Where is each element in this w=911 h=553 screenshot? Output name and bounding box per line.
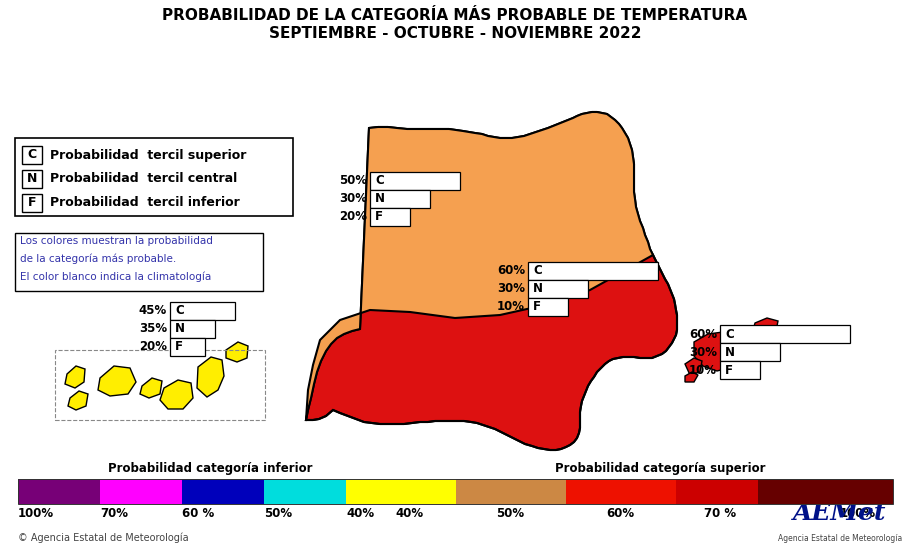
Text: © Agencia Estatal de Meteorología: © Agencia Estatal de Meteorología	[18, 533, 189, 543]
Text: PROBABILIDAD DE LA CATEGORÍA MÁS PROBABLE DE TEMPERATURA: PROBABILIDAD DE LA CATEGORÍA MÁS PROBABL…	[162, 8, 748, 23]
Polygon shape	[140, 378, 162, 398]
Text: F: F	[27, 196, 36, 210]
Text: Probabilidad  tercil inferior: Probabilidad tercil inferior	[50, 196, 240, 210]
Text: 70%: 70%	[100, 507, 128, 520]
Text: 60 %: 60 %	[182, 507, 214, 520]
Text: 10%: 10%	[497, 300, 525, 314]
Polygon shape	[226, 342, 248, 362]
Bar	[18, 479, 893, 504]
Bar	[170, 338, 205, 356]
Bar	[22, 194, 42, 212]
Bar	[15, 233, 263, 291]
Text: C: C	[375, 175, 384, 187]
Polygon shape	[160, 380, 193, 409]
Bar	[170, 302, 235, 320]
Bar	[566, 479, 676, 504]
Text: C: C	[175, 305, 184, 317]
Text: N: N	[26, 173, 37, 185]
Bar	[346, 479, 401, 504]
Polygon shape	[197, 357, 224, 397]
Bar	[370, 190, 430, 208]
Bar	[100, 479, 182, 504]
Text: 30%: 30%	[689, 346, 717, 358]
Text: 10%: 10%	[689, 363, 717, 377]
Text: AEMet: AEMet	[793, 501, 886, 525]
Polygon shape	[753, 318, 778, 334]
Polygon shape	[306, 112, 677, 450]
Polygon shape	[68, 391, 88, 410]
Bar	[676, 479, 758, 504]
Bar	[528, 298, 568, 316]
Text: SEPTIEMBRE - OCTUBRE - NOVIEMBRE 2022: SEPTIEMBRE - OCTUBRE - NOVIEMBRE 2022	[269, 26, 641, 41]
Bar	[264, 479, 346, 504]
Text: El color blanco indica la climatología: El color blanco indica la climatología	[20, 272, 211, 282]
Text: Probabilidad categoría superior: Probabilidad categoría superior	[555, 462, 765, 475]
Text: 40%: 40%	[346, 507, 374, 520]
Polygon shape	[685, 358, 702, 375]
Bar	[22, 170, 42, 188]
Text: 45%: 45%	[138, 305, 167, 317]
Text: C: C	[725, 327, 733, 341]
Text: 20%: 20%	[339, 211, 367, 223]
Bar	[456, 479, 566, 504]
Text: 70 %: 70 %	[704, 507, 736, 520]
Bar	[182, 479, 264, 504]
Text: N: N	[375, 192, 385, 206]
Bar	[528, 262, 658, 280]
Text: Probabilidad  tercil superior: Probabilidad tercil superior	[50, 149, 246, 161]
Text: Los colores muestran la probabilidad: Los colores muestran la probabilidad	[20, 236, 213, 246]
Text: 60%: 60%	[689, 327, 717, 341]
Text: 30%: 30%	[339, 192, 367, 206]
Text: F: F	[175, 341, 183, 353]
Text: F: F	[533, 300, 541, 314]
Text: 100%: 100%	[18, 507, 54, 520]
Text: 35%: 35%	[138, 322, 167, 336]
Text: 40%: 40%	[396, 507, 424, 520]
Polygon shape	[98, 366, 136, 396]
Bar	[401, 479, 456, 504]
Text: N: N	[725, 346, 735, 358]
Text: Probabilidad categoría inferior: Probabilidad categoría inferior	[107, 462, 312, 475]
Text: C: C	[27, 149, 36, 161]
Text: 50%: 50%	[264, 507, 292, 520]
Text: 20%: 20%	[139, 341, 167, 353]
Bar	[370, 172, 460, 190]
Polygon shape	[685, 372, 698, 382]
Text: 50%: 50%	[339, 175, 367, 187]
Polygon shape	[306, 112, 653, 420]
Polygon shape	[65, 366, 85, 388]
Text: Probabilidad  tercil central: Probabilidad tercil central	[50, 173, 237, 185]
Bar	[22, 146, 42, 164]
Text: C: C	[533, 264, 542, 278]
Text: N: N	[533, 283, 543, 295]
Bar	[528, 280, 588, 298]
Text: N: N	[175, 322, 185, 336]
Text: 60%: 60%	[496, 264, 525, 278]
Text: 100%: 100%	[840, 507, 876, 520]
Polygon shape	[694, 332, 748, 371]
Bar	[18, 479, 100, 504]
Bar	[55, 350, 265, 420]
Text: F: F	[725, 363, 733, 377]
Bar	[758, 479, 893, 504]
Bar	[170, 320, 215, 338]
Bar	[720, 343, 780, 361]
Bar	[15, 138, 293, 216]
Text: 30%: 30%	[497, 283, 525, 295]
Text: 60%: 60%	[606, 507, 634, 520]
Bar	[720, 361, 760, 379]
Bar	[720, 325, 850, 343]
Text: 50%: 50%	[496, 507, 524, 520]
Text: F: F	[375, 211, 383, 223]
Text: de la categoría más probable.: de la categoría más probable.	[20, 254, 176, 264]
Bar	[370, 208, 410, 226]
Text: Agencia Estatal de Meteorología: Agencia Estatal de Meteorología	[778, 534, 902, 543]
